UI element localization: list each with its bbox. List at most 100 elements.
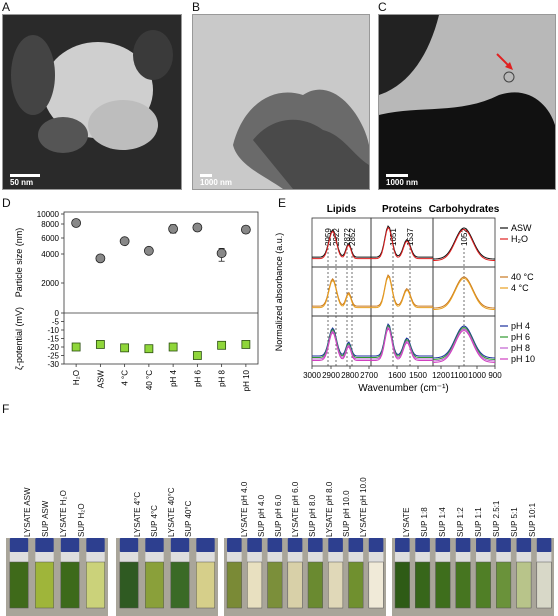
spectrum-line: [432, 276, 496, 309]
vial-liquid: [536, 561, 552, 609]
vial-neck: [308, 552, 323, 562]
vial-photos: [6, 538, 554, 616]
vial-liquid: [368, 561, 384, 609]
spectrum-line: [311, 229, 371, 258]
vial-neck: [60, 552, 80, 562]
spectrum-line: [311, 230, 371, 260]
ytick-label-bottom: -25: [47, 352, 59, 361]
vial-cap: [536, 538, 552, 552]
panel-b-letter: B: [192, 0, 201, 14]
marker-particle-size: [216, 248, 227, 259]
vial-cap: [328, 538, 343, 552]
marker-particle-size: [240, 224, 251, 235]
xtick-label-d: 40 °C: [145, 370, 154, 390]
spectrum-line: [311, 330, 371, 360]
xtick-label-e: 1100: [450, 371, 468, 380]
spectrum-line: [432, 328, 496, 362]
vial-cap: [145, 538, 164, 552]
vial-cap: [455, 538, 471, 552]
ytick-label-top: 4000: [41, 250, 59, 259]
vial-label: SUP 4°C: [150, 505, 159, 537]
peak-label: 2872: [343, 228, 352, 246]
vial-liquid: [287, 561, 303, 609]
vial-cap: [86, 538, 105, 552]
vial-cap: [60, 538, 80, 552]
vial-liquid: [307, 561, 323, 609]
vial-liquid: [145, 561, 164, 609]
vial-label: LYSATE H₂O: [59, 490, 68, 537]
spectrum-line: [311, 279, 371, 309]
plot-frame-d: [63, 211, 259, 365]
spectrum-line: [311, 331, 371, 361]
scale-label-c: 1000 nm: [386, 178, 419, 187]
vial-liquid: [119, 561, 139, 609]
vial-label: LYSATE 4°C: [133, 491, 142, 537]
spectrum-line: [370, 226, 433, 260]
vial-label: SUP 1:8: [420, 507, 429, 537]
vial-neck: [86, 552, 105, 562]
vial-cap: [308, 538, 323, 552]
vial-cap: [35, 538, 54, 552]
vial-label: LYSATE ASW: [23, 487, 32, 538]
vial-neck: [9, 552, 29, 562]
vial-neck: [368, 552, 384, 562]
vial-neck: [267, 552, 283, 562]
legend-label: 4 °C: [511, 283, 529, 293]
vial-cap: [435, 538, 451, 552]
vial-cap: [247, 538, 262, 552]
vial-neck: [415, 552, 430, 562]
legend-label: pH 8: [511, 343, 530, 353]
vial-liquid: [435, 561, 451, 609]
xtick-label-e: 900: [488, 371, 502, 380]
peak-label: 2852: [348, 228, 357, 246]
vial-liquid: [328, 561, 344, 609]
vial-label: SUP 40°C: [184, 500, 193, 537]
marker-zeta: [192, 351, 202, 360]
ylabel-top: Particle size (nm): [14, 228, 24, 298]
vial-cap: [415, 538, 430, 552]
tem-image-a: [2, 14, 182, 190]
peak-label: 2959: [324, 228, 333, 246]
vial-cap: [496, 538, 511, 552]
tem-texture-a: [3, 15, 181, 189]
spectrum-frame: [370, 217, 434, 268]
vial-neck: [170, 552, 190, 562]
legend-label: H₂O: [511, 234, 528, 244]
vial-cap: [9, 538, 29, 552]
peak-label: 2922: [332, 228, 341, 246]
vial-cap: [267, 538, 283, 552]
ylabel-bottom: ζ-potential (mV): [14, 307, 24, 370]
vial-liquid: [86, 561, 105, 609]
vial-liquid: [496, 561, 512, 609]
panel-a-letter: A: [2, 0, 11, 14]
vial-cap: [227, 538, 242, 552]
vial-cap: [368, 538, 384, 552]
ytick-label-top: 0: [55, 309, 60, 318]
ytick-label-bottom: -30: [47, 360, 59, 369]
xtick-label-e: 2700: [360, 371, 378, 380]
vial-liquid: [415, 561, 431, 609]
xtick-label-d: H₂O: [72, 370, 81, 385]
spectrum-frame: [311, 266, 372, 317]
marker-zeta: [241, 340, 251, 349]
marker-zeta: [144, 344, 154, 354]
vial-neck: [395, 552, 410, 562]
vial-liquid: [196, 561, 215, 609]
ytick-label-bottom: -15: [47, 335, 59, 344]
marker-particle-size: [95, 253, 106, 264]
section-title: Carbohydrates: [429, 204, 500, 215]
tem-texture-b: [193, 15, 369, 189]
vial-cap: [395, 538, 410, 552]
vial-liquid: [348, 561, 364, 609]
vial-neck: [287, 552, 303, 562]
xtick-label-e: 1200: [432, 371, 450, 380]
ytick-label-bottom: -5: [52, 318, 60, 327]
vial-cap: [516, 538, 532, 552]
vial-liquid: [9, 561, 29, 609]
vial-label: SUP 1:1: [474, 507, 483, 537]
legend-label: pH 10: [511, 354, 535, 364]
marker-zeta: [120, 343, 130, 353]
spectrum-line: [311, 278, 371, 307]
vial-neck: [247, 552, 262, 562]
